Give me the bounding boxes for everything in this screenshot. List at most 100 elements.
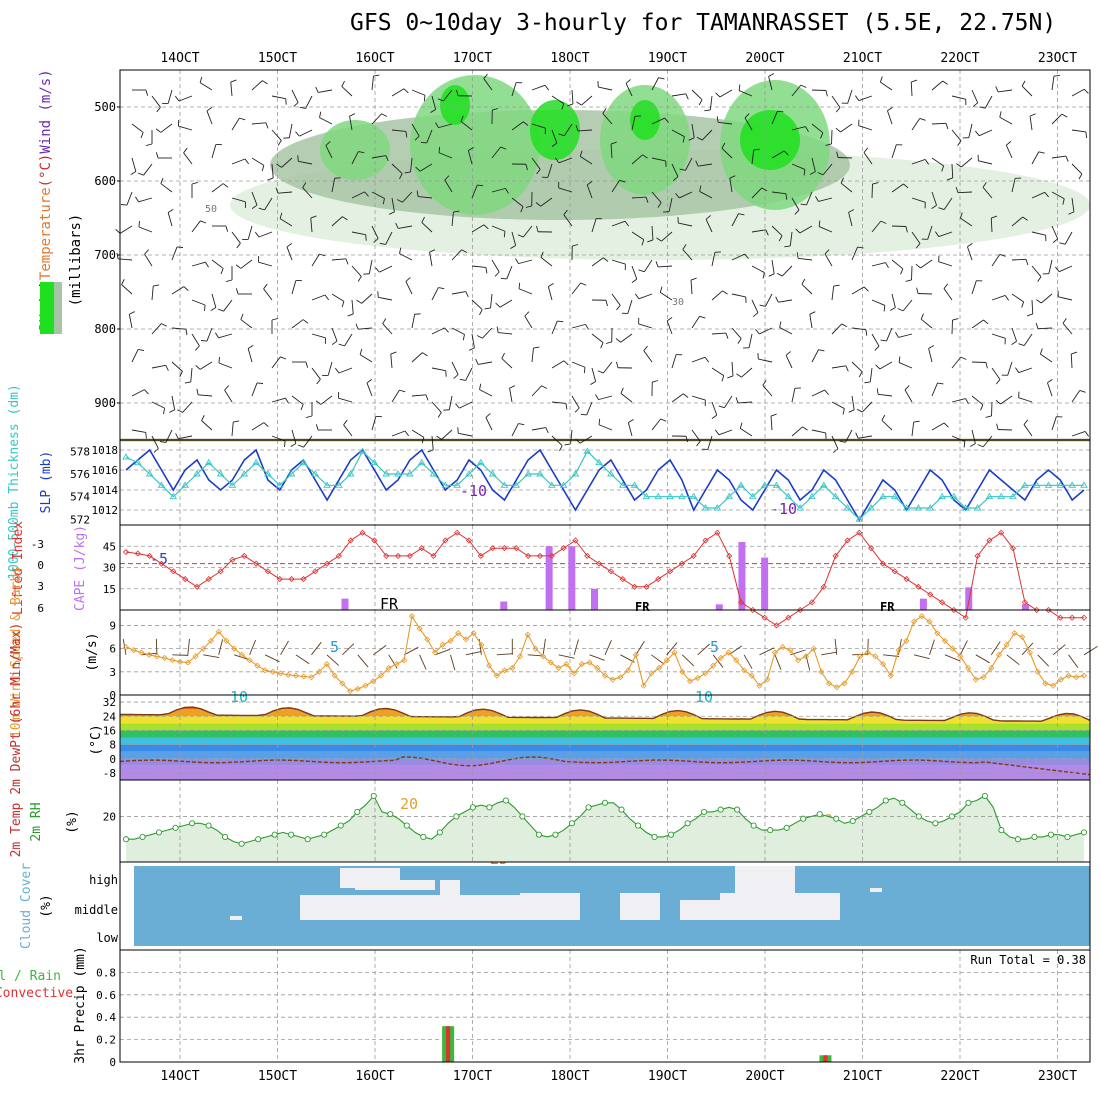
wind-barb [540, 257, 553, 267]
wind-barb [453, 210, 460, 213]
wind-barb [879, 76, 883, 83]
wind-barb [554, 157, 560, 164]
wind-barb [798, 257, 813, 261]
ytick-label: 500 [94, 100, 116, 114]
thickness-point [193, 470, 201, 477]
wind-barb [603, 361, 613, 374]
lifted-index-point [359, 529, 366, 536]
wind-barb [533, 346, 540, 349]
wind-barb [711, 401, 718, 416]
ytick-label: 3 [109, 666, 116, 679]
wind-barb [731, 253, 745, 261]
wind-barb [785, 193, 788, 200]
wind-barb [535, 202, 541, 207]
wind-barb [977, 444, 984, 448]
wind-barb [600, 342, 604, 349]
ylabel-part: Temperature [38, 187, 54, 280]
date-label-bottom: 22OCT [940, 1069, 979, 1084]
wind-barb [735, 397, 739, 404]
wind-barb [191, 333, 200, 347]
wind-barb [688, 137, 695, 141]
wind-barb [820, 132, 824, 139]
ytick-label: 9 [109, 619, 116, 632]
wind-barb [1023, 333, 1033, 346]
wind-barb [356, 299, 362, 304]
wind-barb [998, 89, 1013, 93]
wind-barb [509, 385, 516, 389]
wind-barb [331, 216, 343, 227]
thickness-point [654, 492, 663, 500]
slp-panel [120, 440, 1090, 525]
lifted-index-point [714, 529, 721, 536]
wind-barb [801, 283, 813, 295]
wind-barb [517, 234, 524, 238]
wind-barb [738, 84, 741, 91]
wind-barb [679, 168, 686, 171]
rh2m-point [684, 820, 691, 827]
wind-barb [840, 123, 853, 133]
wind-barb [551, 360, 565, 369]
wind-barb [155, 152, 159, 159]
rh2m-point [849, 817, 856, 825]
wind-barb [204, 304, 206, 312]
wind-barb [161, 323, 167, 327]
wind-barb [889, 307, 896, 311]
wind-barb [638, 293, 653, 300]
wind-barb [422, 352, 428, 357]
precip-convective-bar [823, 1055, 828, 1062]
wind-barb [429, 249, 436, 253]
wind-barb [971, 429, 976, 444]
wind-barb [822, 163, 833, 176]
lifted-index-point [454, 529, 461, 536]
wind-barb [761, 187, 768, 192]
wind-barb [411, 314, 416, 329]
wind-barb [465, 291, 469, 298]
wind-barb [806, 191, 813, 206]
wind-barb [651, 225, 654, 240]
lifted-index-point [915, 583, 922, 590]
wind-barb [558, 157, 573, 164]
wind-barb [762, 385, 773, 397]
thickness-ylabel: 1000-500mb Thickness (dm) [7, 384, 22, 580]
wind-speed-point [493, 672, 500, 679]
wind-barb [580, 282, 587, 286]
date-label-bottom: 20OCT [745, 1069, 784, 1084]
wind-barb [295, 131, 300, 137]
wind-barb [581, 95, 593, 106]
wind-barb [160, 177, 164, 184]
wind-barb [920, 313, 924, 320]
wind-speed-point [1011, 630, 1018, 637]
wind-barb [845, 365, 849, 372]
wind-barb [631, 154, 643, 165]
wind-barb [871, 262, 886, 267]
lifted-index-point [536, 552, 544, 559]
wind-barb [1025, 259, 1029, 266]
wind-barb [163, 408, 166, 415]
cape-bar [500, 601, 508, 610]
wind-barb [682, 249, 693, 261]
ytick-label: 576 [70, 468, 90, 481]
ytick-label: 6 [37, 602, 44, 615]
wind-barb [411, 123, 420, 137]
wind-barb [1011, 216, 1024, 227]
wind-barb [638, 323, 653, 329]
wind-barb [319, 111, 322, 118]
wind-barb [916, 287, 919, 294]
wind-speed-point [818, 668, 825, 675]
wind-barb [459, 401, 473, 409]
wind-barb [963, 441, 966, 448]
wind-speed-point [764, 676, 771, 683]
wind-barb [1038, 151, 1045, 154]
wind-barb [343, 424, 353, 437]
wind-barb [880, 81, 893, 91]
wind-barb [620, 393, 633, 403]
wind-barb [818, 197, 833, 202]
ytick-label: 0 [109, 753, 116, 766]
wind-barb [564, 443, 571, 446]
wind-barb [151, 95, 161, 108]
wind-barb [741, 367, 753, 378]
wind-barb [811, 123, 824, 134]
wind-barb [1083, 88, 1089, 94]
lifted-index-point [1033, 606, 1040, 614]
wind-barb [496, 326, 499, 333]
